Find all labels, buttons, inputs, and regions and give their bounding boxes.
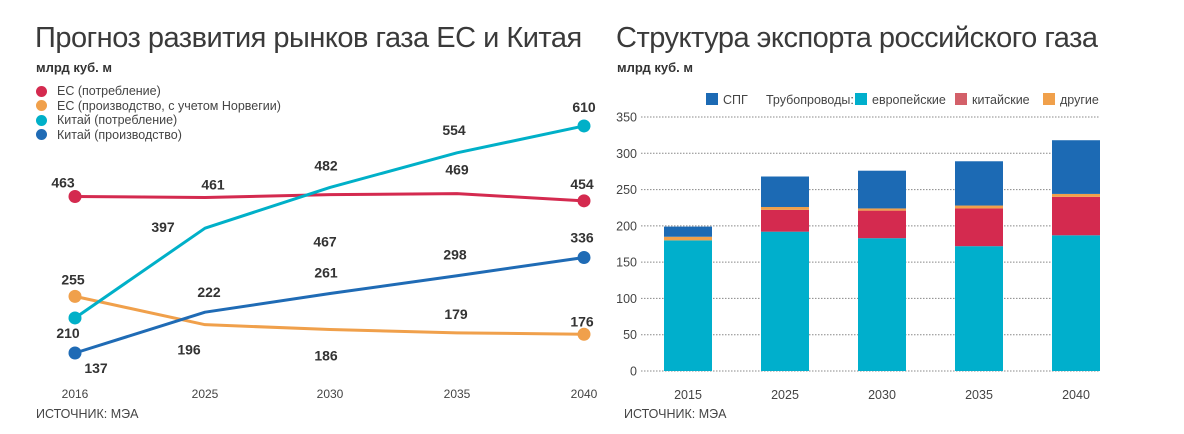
y-tick-label: 0 xyxy=(630,365,637,379)
legend-label: ЕС (потребление) xyxy=(57,84,161,98)
x-tick-label: 2040 xyxy=(571,387,598,401)
legend-label: китайские xyxy=(972,93,1030,107)
data-label: 186 xyxy=(314,347,338,363)
data-label: 137 xyxy=(84,360,108,376)
y-tick-label: 300 xyxy=(616,147,637,161)
x-tick-label: 2025 xyxy=(192,387,219,401)
data-label: 461 xyxy=(201,176,225,192)
y-tick-label: 350 xyxy=(616,111,637,125)
legend-item: ЕС (потребление) xyxy=(36,84,281,99)
legend-swatch-icon xyxy=(955,93,967,105)
line-chart-title: Прогноз развития рынков газа ЕС и Китая xyxy=(35,22,582,54)
legend-label: Китай (производство) xyxy=(57,127,182,142)
data-label: 610 xyxy=(572,99,596,115)
series-endpoint-marker xyxy=(68,190,82,204)
legend-item: Китай (производство) xyxy=(36,128,281,143)
y-tick-label: 250 xyxy=(616,183,637,197)
line-chart-source: ИСТОЧНИК: МЭА xyxy=(36,407,139,421)
series-endpoint-marker xyxy=(577,119,591,133)
legend-dot-icon xyxy=(36,100,47,112)
data-label: 210 xyxy=(56,325,80,341)
x-tick-label: 2030 xyxy=(317,387,344,401)
legend-swatch-icon xyxy=(706,93,718,105)
legend-label: европейские xyxy=(872,93,946,107)
bar-segment xyxy=(664,240,712,371)
bar-chart-title: Структура экспорта российского газа xyxy=(616,22,1098,54)
data-label: 176 xyxy=(570,313,594,329)
legend-swatch-icon xyxy=(1043,93,1055,105)
data-label: 467 xyxy=(313,234,337,250)
data-label: 554 xyxy=(442,122,466,138)
bar-segment xyxy=(761,209,809,232)
legend-swatch-icon xyxy=(855,93,867,105)
x-tick-label: 2015 xyxy=(674,388,702,402)
bar-segment xyxy=(1052,196,1100,236)
y-tick-label: 100 xyxy=(616,292,637,306)
data-label: 463 xyxy=(51,175,75,191)
bar-segment xyxy=(761,176,809,207)
x-tick-label: 2035 xyxy=(965,388,993,402)
data-label: 469 xyxy=(445,162,469,178)
legend-label: другие xyxy=(1060,93,1099,107)
x-tick-label: 2016 xyxy=(62,387,89,401)
series-endpoint-marker xyxy=(577,327,591,341)
bar-segment xyxy=(1052,140,1100,194)
series-endpoint-marker xyxy=(577,250,591,264)
bar-segment xyxy=(664,226,712,237)
legend-dot-icon xyxy=(36,129,47,141)
bar-segment xyxy=(955,208,1003,247)
series-line xyxy=(74,255,585,355)
legend-label: ЕС (производство, с учетом Норвегии) xyxy=(57,98,281,113)
series-line xyxy=(74,294,585,336)
data-label: 454 xyxy=(570,176,594,192)
legend-group-label: Трубопроводы: xyxy=(766,93,854,107)
line-chart-unit: млрд куб. м xyxy=(36,60,112,75)
data-label: 482 xyxy=(314,157,338,173)
bar-segment xyxy=(858,210,906,239)
bar-segment xyxy=(858,170,906,209)
legend-label: Китай (потребление) xyxy=(57,113,178,127)
bar-chart-source: ИСТОЧНИК: МЭА xyxy=(624,407,727,421)
data-label: 255 xyxy=(61,271,85,287)
data-label: 196 xyxy=(177,342,201,358)
bar-chart-unit: млрд куб. м xyxy=(617,60,693,75)
line-chart-legend: ЕС (потребление) ЕС (производство, с уче… xyxy=(36,84,281,142)
bar-segment xyxy=(664,236,712,241)
data-label: 179 xyxy=(444,306,468,322)
series-endpoint-marker xyxy=(68,289,82,303)
bar-segment xyxy=(761,231,809,371)
series-endpoint-marker xyxy=(577,194,591,208)
series-endpoint-marker xyxy=(68,346,82,360)
legend-dot-icon xyxy=(36,114,47,126)
y-tick-label: 150 xyxy=(616,256,637,270)
bar-segment xyxy=(1052,235,1100,371)
series-line xyxy=(74,124,585,320)
legend-label: СПГ xyxy=(723,93,748,107)
x-tick-label: 2025 xyxy=(771,388,799,402)
series-line xyxy=(74,192,585,203)
bar-segment xyxy=(955,161,1003,206)
bar-segment xyxy=(955,246,1003,371)
y-tick-label: 200 xyxy=(616,219,637,233)
data-label: 397 xyxy=(151,219,175,235)
x-tick-label: 2035 xyxy=(444,387,471,401)
bar-segment xyxy=(955,205,1003,209)
bar-segment xyxy=(858,208,906,211)
bar-segment xyxy=(858,238,906,371)
y-tick-label: 50 xyxy=(623,328,637,342)
legend-item: ЕС (производство, с учетом Норвегии) xyxy=(36,99,281,114)
legend-dot-icon xyxy=(36,85,47,97)
legend-item: Китай (потребление) xyxy=(36,113,281,128)
data-label: 222 xyxy=(197,284,221,300)
data-label: 261 xyxy=(314,264,338,280)
series-endpoint-marker xyxy=(68,311,82,325)
x-tick-label: 2030 xyxy=(868,388,896,402)
bar-segment xyxy=(1052,193,1100,197)
x-tick-label: 2040 xyxy=(1062,388,1090,402)
bar-segment xyxy=(761,206,809,210)
data-label: 336 xyxy=(570,229,594,245)
data-label: 298 xyxy=(443,247,467,263)
